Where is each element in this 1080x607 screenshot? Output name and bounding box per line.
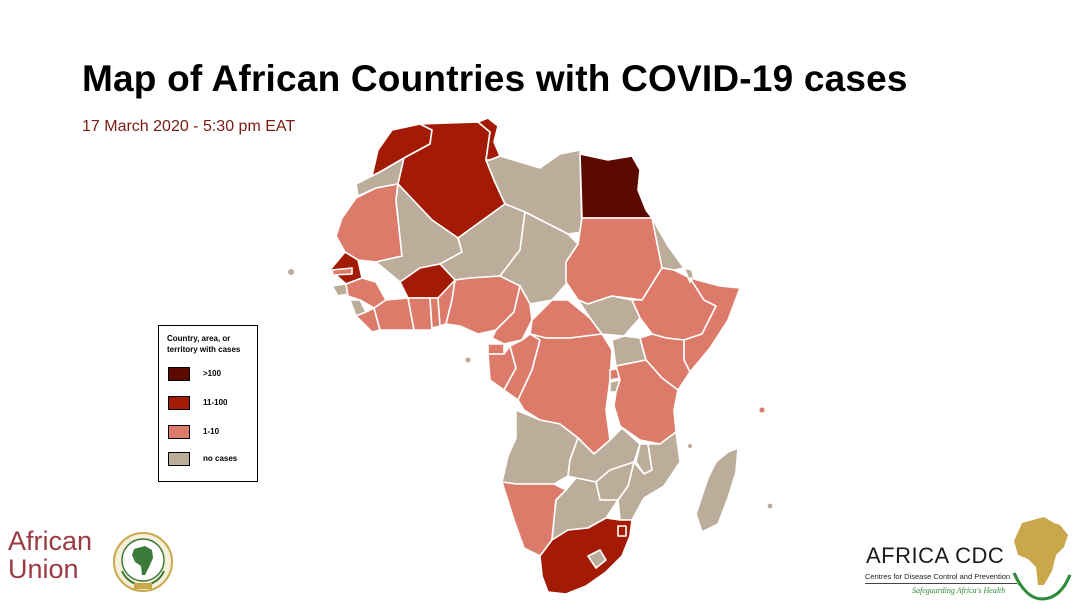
- seychelles[interactable]: [759, 407, 765, 413]
- map-legend: Country, area, or territory with cases >…: [158, 325, 258, 482]
- legend-swatch: [168, 425, 190, 439]
- legend-swatch: [168, 396, 190, 410]
- legend-label: >100: [203, 369, 222, 378]
- comoros[interactable]: [688, 444, 692, 448]
- lesotho[interactable]: [587, 549, 607, 569]
- legend-title: Country, area, or territory with cases: [167, 334, 241, 354]
- au-emblem-icon: [113, 532, 173, 592]
- legend-swatch: [168, 367, 190, 381]
- africa-cdc-tagline: Safeguarding Africa's Health: [912, 586, 1006, 595]
- au-line1: African: [8, 526, 93, 556]
- africa-cdc-subtitle: Centres for Disease Control and Preventi…: [865, 572, 1011, 581]
- eswatini[interactable]: [617, 525, 627, 537]
- angola[interactable]: [501, 409, 579, 485]
- legend-label: no cases: [203, 454, 238, 463]
- mauritius[interactable]: [767, 503, 773, 509]
- sao-tome[interactable]: [465, 357, 471, 363]
- african-union-wordmark: African Union: [8, 527, 92, 583]
- au-line2: Union: [8, 554, 79, 584]
- africa-cdc-emblem-icon: [1012, 517, 1072, 601]
- equatorial-guinea[interactable]: [487, 343, 505, 355]
- madagascar[interactable]: [695, 447, 739, 533]
- page-title: Map of African Countries with COVID-19 c…: [82, 58, 908, 99]
- legend-label: 11-100: [203, 398, 228, 407]
- ghana[interactable]: [407, 297, 433, 331]
- african-union-logo: African Union: [8, 527, 173, 597]
- africa-cdc-name: AFRICA CDC: [866, 543, 1005, 568]
- mauritania[interactable]: [335, 183, 403, 263]
- egypt[interactable]: [579, 153, 653, 219]
- legend-label: 1-10: [203, 427, 220, 436]
- south-africa[interactable]: [539, 517, 633, 595]
- cape-verde[interactable]: [288, 269, 294, 275]
- africa-cdc-logo: AFRICA CDC Centres for Disease Control a…: [860, 515, 1075, 603]
- africa-cdc-divider: [865, 583, 1017, 584]
- gambia[interactable]: [331, 267, 353, 276]
- eritrea[interactable]: [651, 217, 685, 271]
- date-subtitle: 17 March 2020 - 5:30 pm EAT: [82, 118, 296, 135]
- legend-swatch: [168, 452, 190, 466]
